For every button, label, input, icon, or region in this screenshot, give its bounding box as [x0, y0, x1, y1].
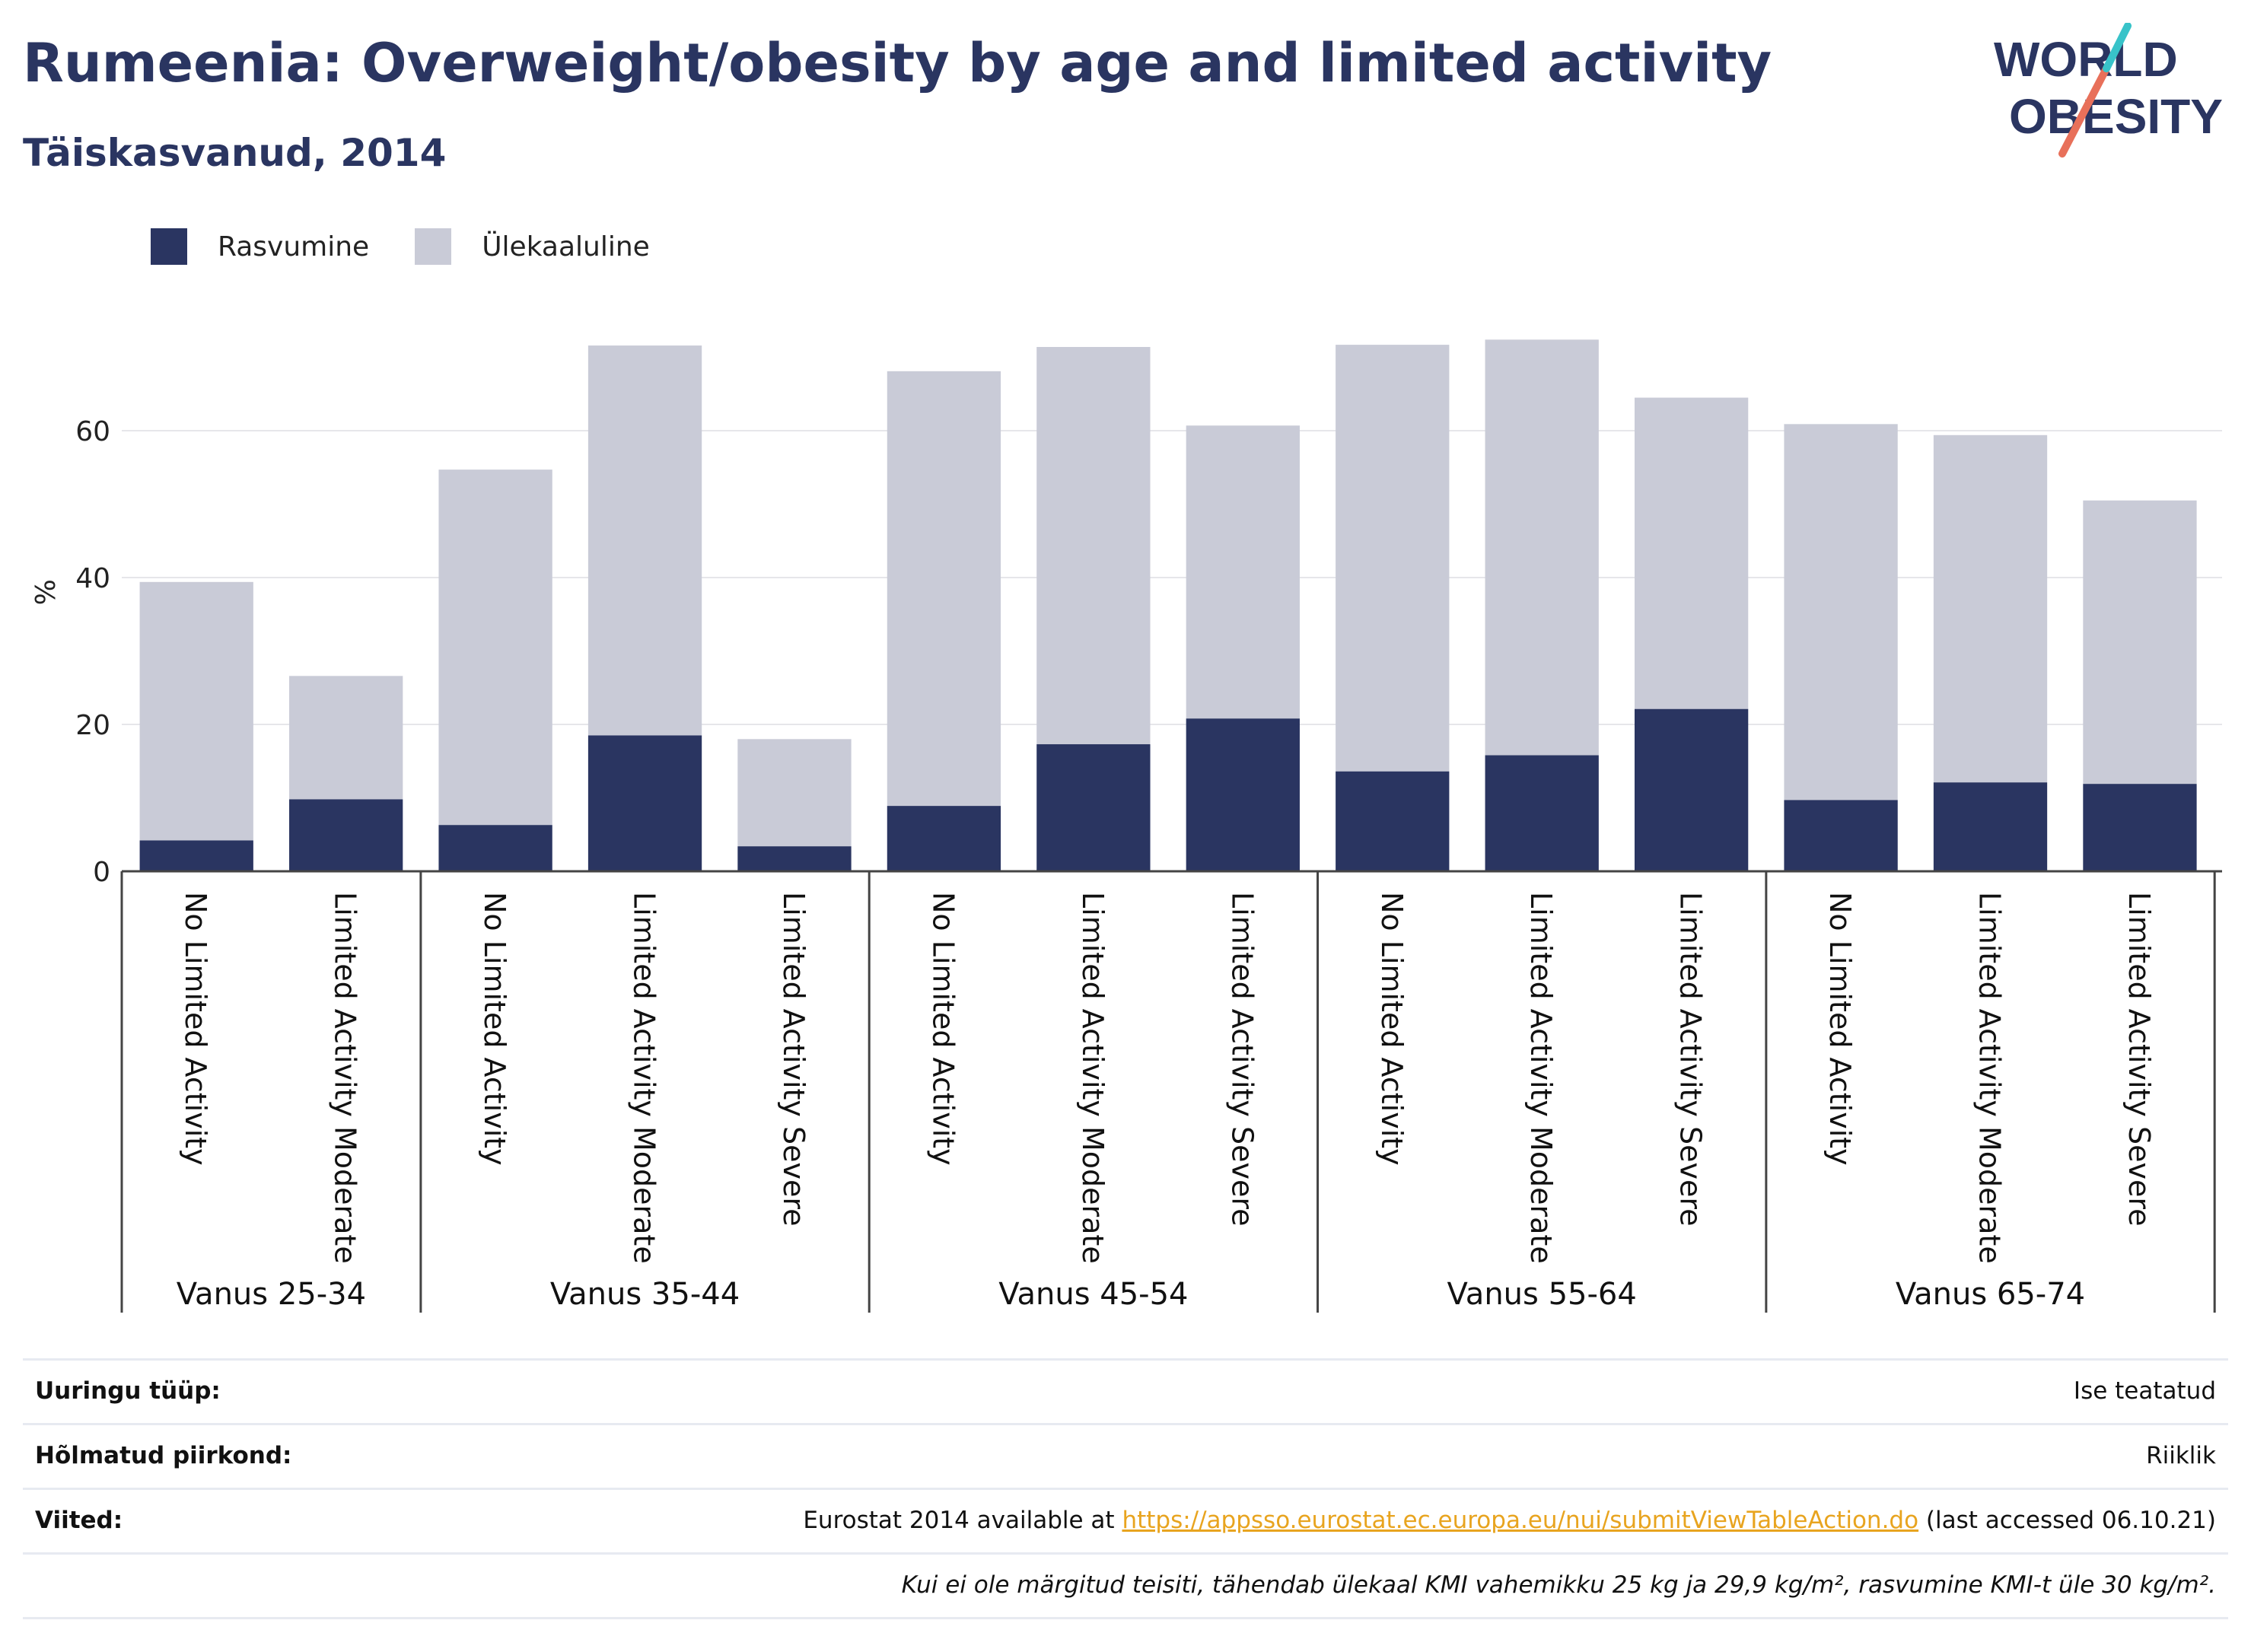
- legend-item-overweight[interactable]: Ülekaaluline: [415, 228, 650, 265]
- chart-title: Rumeenia: Overweight/obesity by age and …: [23, 32, 1772, 94]
- bar-overweight: [737, 739, 852, 847]
- legend-label-obese: Rasvumine: [218, 231, 370, 263]
- bar-overweight: [1036, 346, 1151, 745]
- chart-subtitle: Täiskasvanud, 2014: [23, 131, 447, 175]
- bar-obese: [1634, 708, 1749, 871]
- x-group-label: Vanus 55-64: [1447, 1277, 1637, 1312]
- bar-overweight: [1634, 397, 1749, 709]
- x-category-label: No Limited Activity: [179, 892, 212, 1166]
- info-value-survey-type: Ise teatatud: [2073, 1377, 2216, 1405]
- logo-line2: OBESITY: [2009, 89, 2223, 144]
- info-row-survey-type: Uuringu tüüp: Ise teatatud: [23, 1358, 2228, 1423]
- x-category-label: No Limited Activity: [1375, 892, 1409, 1166]
- legend-item-obese[interactable]: Rasvumine: [151, 228, 369, 265]
- y-tick-label: 40: [75, 563, 110, 594]
- x-category-label: No Limited Activity: [478, 892, 511, 1166]
- x-group-label: Vanus 35-44: [550, 1277, 740, 1312]
- x-category-label: Limited Activity Severe: [1674, 892, 1708, 1227]
- definition-note: Kui ei ole märgitud teisiti, tähendab ül…: [901, 1571, 2216, 1599]
- x-category-label: Limited Activity Severe: [777, 892, 810, 1227]
- x-category-label: No Limited Activity: [926, 892, 960, 1166]
- legend-swatch-obese: [151, 228, 187, 265]
- bar-obese: [2083, 784, 2197, 871]
- info-value-references: Eurostat 2014 available at https://appss…: [803, 1507, 2216, 1534]
- x-category-label: No Limited Activity: [1823, 892, 1857, 1166]
- bar-overweight: [1186, 425, 1300, 719]
- legend-label-overweight: Ülekaaluline: [482, 231, 650, 263]
- bar-obese: [1186, 718, 1300, 871]
- bar-obese: [438, 825, 552, 871]
- x-category-label: Limited Activity Moderate: [1524, 892, 1558, 1264]
- bar-obese: [289, 799, 403, 871]
- y-tick-label: 20: [75, 710, 110, 741]
- bar-overweight: [587, 345, 702, 736]
- info-row-note: Kui ei ole märgitud teisiti, tähendab ül…: [23, 1552, 2228, 1619]
- bar-obese: [139, 840, 253, 871]
- bar-overweight: [438, 469, 552, 826]
- reference-prefix: Eurostat 2014 available at: [803, 1507, 1122, 1534]
- reference-link[interactable]: https://appsso.eurostat.ec.europa.eu/nui…: [1122, 1507, 1919, 1534]
- x-category-label: Limited Activity Severe: [1225, 892, 1259, 1227]
- x-category-label: Limited Activity Severe: [2122, 892, 2156, 1227]
- x-group-label: Vanus 25-34: [177, 1277, 366, 1312]
- bar-obese: [1784, 800, 1898, 871]
- legend: Rasvumine Ülekaaluline: [151, 227, 696, 266]
- bar-obese: [587, 735, 702, 871]
- y-tick-label: 60: [75, 416, 110, 447]
- info-key-coverage: Hõlmatud piirkond:: [35, 1442, 292, 1469]
- world-obesity-logo: WORLD OBESITY: [1994, 23, 2223, 158]
- info-key-references: Viited:: [35, 1507, 123, 1534]
- bar-obese: [1933, 782, 2048, 871]
- bar-overweight: [887, 371, 1001, 807]
- bar-obese: [887, 806, 1001, 871]
- x-category-label: Limited Activity Moderate: [1076, 892, 1110, 1264]
- x-category-label: Limited Activity Moderate: [1973, 892, 2007, 1264]
- bar-overweight: [289, 676, 403, 800]
- x-category-label: Limited Activity Moderate: [329, 892, 362, 1264]
- bar-obese: [1485, 755, 1599, 871]
- bar-obese: [737, 846, 852, 871]
- x-group-label: Vanus 65-74: [1896, 1277, 2085, 1312]
- y-tick-label: 0: [93, 857, 110, 888]
- info-row-references: Viited: Eurostat 2014 available at https…: [23, 1488, 2228, 1552]
- bar-overweight: [1933, 434, 2048, 783]
- chart-area: 0 20 40 60% No Limited Activity Limited Activ…: [30, 339, 2222, 1313]
- bar-obese: [1036, 744, 1151, 871]
- x-category-label: Limited Activity Moderate: [628, 892, 661, 1264]
- bar-overweight: [139, 581, 253, 841]
- info-value-coverage: Riiklik: [2146, 1442, 2216, 1469]
- info-key-survey-type: Uuringu tüüp:: [35, 1377, 221, 1405]
- x-group-label: Vanus 45-54: [998, 1277, 1188, 1312]
- logo-line1: WORLD: [1994, 32, 2178, 87]
- y-axis-label: %: [30, 579, 62, 605]
- info-table: Uuringu tüüp: Ise teatatud Hõlmatud piir…: [23, 1358, 2228, 1619]
- bar-obese: [1336, 771, 1450, 871]
- info-row-coverage: Hõlmatud piirkond: Riiklik: [23, 1423, 2228, 1488]
- bar-overweight: [1784, 424, 1898, 801]
- bar-overweight: [1485, 339, 1599, 756]
- legend-swatch-overweight: [415, 228, 452, 265]
- reference-suffix: (last accessed 06.10.21): [1918, 1507, 2216, 1534]
- bar-overweight: [2083, 500, 2197, 785]
- bar-overweight: [1336, 345, 1450, 772]
